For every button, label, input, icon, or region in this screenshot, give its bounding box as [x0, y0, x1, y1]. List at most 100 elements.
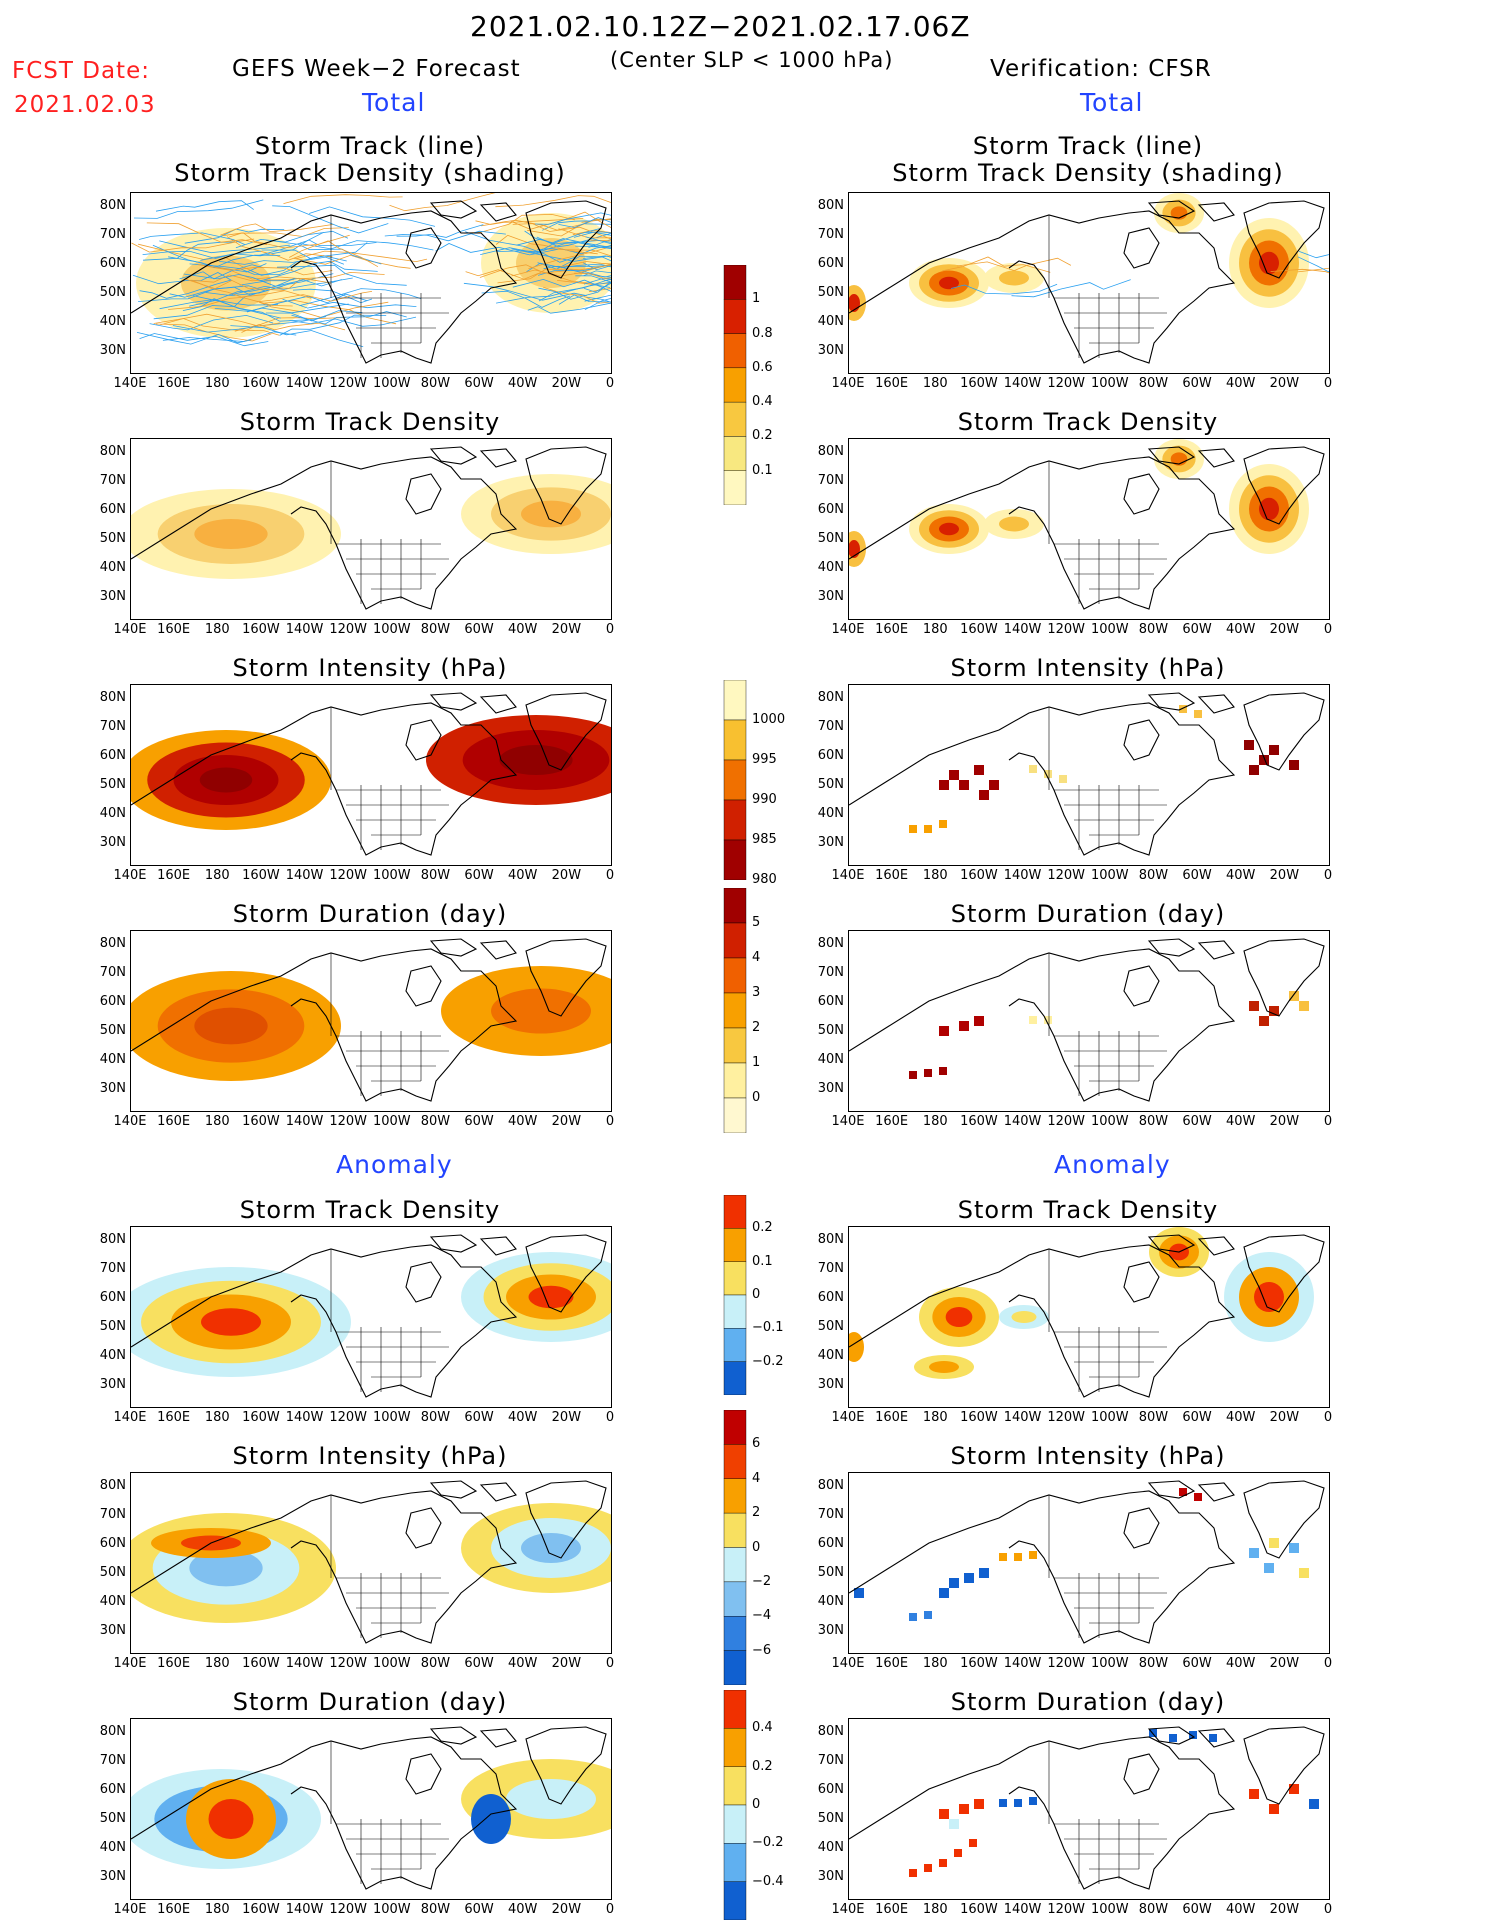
colorbar-segment: [723, 1512, 747, 1548]
lon-tick-label: 100W: [1090, 1902, 1129, 1917]
lon-tick-label: 0: [1323, 622, 1333, 637]
lat-tick-label: 70N: [817, 1261, 844, 1276]
storm-track-line: [283, 194, 403, 204]
lat-tick-label: 60N: [99, 994, 126, 1009]
storm-track-line: [261, 242, 368, 259]
lat-tick-label: 40N: [99, 806, 126, 821]
lon-tick-label: 120W: [329, 868, 367, 883]
grid-cell: [1249, 1548, 1259, 1558]
colorbar-segment: [723, 1690, 747, 1729]
lat-tick-label: 60N: [99, 256, 126, 271]
lat-tick-label: 30N: [99, 343, 126, 358]
storm-track-line: [583, 282, 611, 293]
lat-tick-label: 50N: [817, 1319, 844, 1334]
map-panel: [848, 1718, 1330, 1900]
lat-tick-label: 80N: [817, 1724, 844, 1739]
lat-tick-label: 50N: [99, 1811, 126, 1826]
lat-tick-label: 70N: [817, 1507, 844, 1522]
colorbar-segment: [723, 1766, 747, 1806]
lat-tick-label: 80N: [99, 1478, 126, 1493]
colorbar-segment: [723, 1328, 747, 1362]
colorbar-label: 0.2: [752, 428, 773, 444]
lon-tick-label: 180: [204, 376, 230, 391]
colorbar-segment: [723, 1581, 747, 1617]
grid-cell: [959, 780, 969, 790]
lon-tick-label: 160W: [242, 1114, 280, 1129]
storm-track-line: [172, 316, 327, 333]
storm-track-line: [463, 282, 587, 301]
storm-track-line: [584, 298, 611, 311]
panel-title: Storm Duration (day): [950, 1688, 1226, 1716]
grid-cell: [1269, 1538, 1279, 1548]
colorbar-segment: [723, 888, 747, 924]
lon-tick-label: 140E: [831, 1656, 865, 1671]
map-svg: [131, 193, 611, 364]
lon-tick-label: 140E: [831, 868, 865, 883]
lon-tick-label: 40W: [508, 1902, 538, 1917]
colorbar-segment: [723, 367, 747, 403]
grid-cell: [974, 1799, 984, 1809]
map-svg: [849, 1227, 1325, 1398]
lat-tick-label: 40N: [817, 1840, 844, 1855]
lon-tick-label: 160E: [875, 1902, 909, 1917]
storm-track-line: [256, 291, 373, 303]
colorbar-segment: [723, 1062, 747, 1099]
lat-tick-label: 40N: [99, 560, 126, 575]
lat-tick-label: 60N: [817, 502, 844, 517]
storm-track-line: [131, 238, 255, 253]
grid-cell: [999, 1799, 1007, 1807]
grid-cell: [1299, 1568, 1309, 1578]
grid-cell: [1044, 1016, 1052, 1024]
colorbar-segment: [723, 1195, 747, 1229]
storm-track-line: [133, 199, 264, 219]
storm-track-line: [271, 271, 385, 289]
lat-tick-label: 70N: [817, 1753, 844, 1768]
storm-track-line: [575, 275, 611, 283]
storm-track-line: [192, 295, 311, 322]
colorbar-label: −0.2: [752, 1353, 784, 1369]
storm-track-line: [538, 279, 611, 302]
lon-tick-label: 140W: [285, 1114, 324, 1129]
anomaly-label-right: Anomaly: [1054, 1150, 1171, 1179]
storm-track-line: [573, 231, 611, 238]
lon-tick-label: 120W: [1047, 1656, 1085, 1671]
storm-track-line: [511, 263, 611, 277]
storm-track-line: [260, 260, 378, 282]
grid-cell: [924, 1864, 932, 1872]
lon-tick-label: 40W: [1226, 1656, 1256, 1671]
lat-tick-label: 70N: [99, 719, 126, 734]
grid-cell: [1179, 705, 1187, 713]
storm-track-line: [295, 250, 428, 263]
panel-title: Storm Track Density (shading): [174, 159, 566, 187]
panel-title: Storm Duration (day): [232, 900, 508, 928]
colorbar-label: 0: [752, 1090, 761, 1105]
map-svg: [849, 938, 1325, 1102]
lat-tick-label: 60N: [99, 1536, 126, 1551]
lon-tick-label: 60W: [1182, 1902, 1212, 1917]
storm-track-line: [528, 246, 611, 269]
lat-tick-label: 80N: [99, 1232, 126, 1247]
map-svg: [849, 193, 1329, 364]
colorbar-label: 0.2: [752, 1220, 773, 1236]
lat-tick-label: 30N: [817, 1869, 844, 1884]
lon-tick-label: 140E: [831, 1114, 865, 1129]
lon-tick-label: 140W: [1003, 1114, 1042, 1129]
colorbar-segment: [723, 719, 747, 761]
lon-tick-label: 60W: [1182, 1656, 1212, 1671]
lon-tick-label: 120W: [1047, 376, 1085, 391]
storm-track-line: [263, 300, 397, 325]
lon-tick-label: 0: [1323, 1902, 1333, 1917]
basemap: [131, 1726, 607, 1890]
map-svg: [131, 938, 611, 1102]
colorbar-intensity_total: [723, 680, 747, 880]
lon-tick-label: 140E: [831, 376, 865, 391]
map-panel: [848, 930, 1330, 1112]
colorbar-segment: [723, 922, 747, 959]
basemap: [849, 200, 1325, 364]
colorbar-label: 985: [752, 832, 777, 847]
grid-cell: [1209, 1734, 1217, 1742]
storm-track-line: [541, 248, 611, 257]
lon-tick-label: 180: [204, 1656, 230, 1671]
lon-tick-label: 60W: [464, 1410, 494, 1425]
lon-tick-label: 80W: [1138, 1114, 1169, 1129]
